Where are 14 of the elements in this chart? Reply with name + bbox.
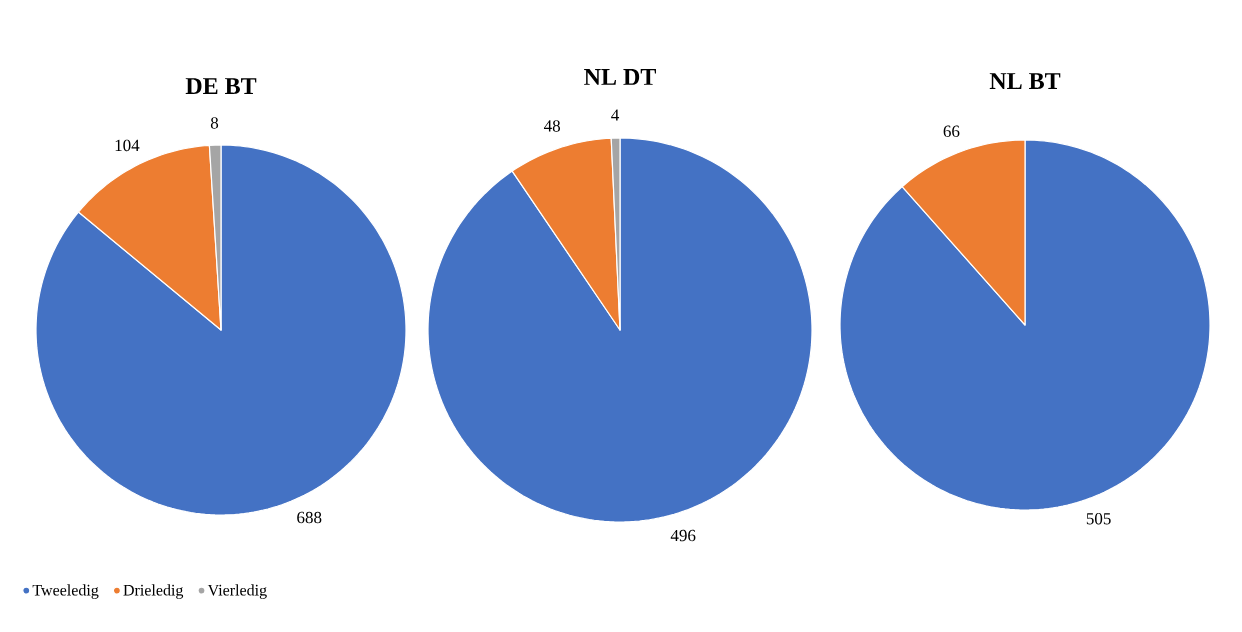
chart-title: NL DT	[584, 69, 656, 85]
data-label: 688	[297, 511, 322, 524]
data-label: 496	[670, 529, 696, 542]
data-label: 48	[543, 120, 561, 132]
legend-label: Tweeledig	[32, 584, 99, 599]
data-label: 505	[1086, 512, 1111, 525]
data-label: 4	[611, 109, 620, 121]
legend-label: Vierledig	[207, 584, 267, 599]
chart-title: DE BT	[185, 78, 257, 94]
data-label: 66	[943, 125, 960, 138]
chart-title: NL BT	[989, 73, 1061, 89]
legend-label: Drieledig	[123, 584, 184, 599]
data-label: 104	[115, 139, 140, 152]
data-label: 8	[210, 117, 219, 129]
